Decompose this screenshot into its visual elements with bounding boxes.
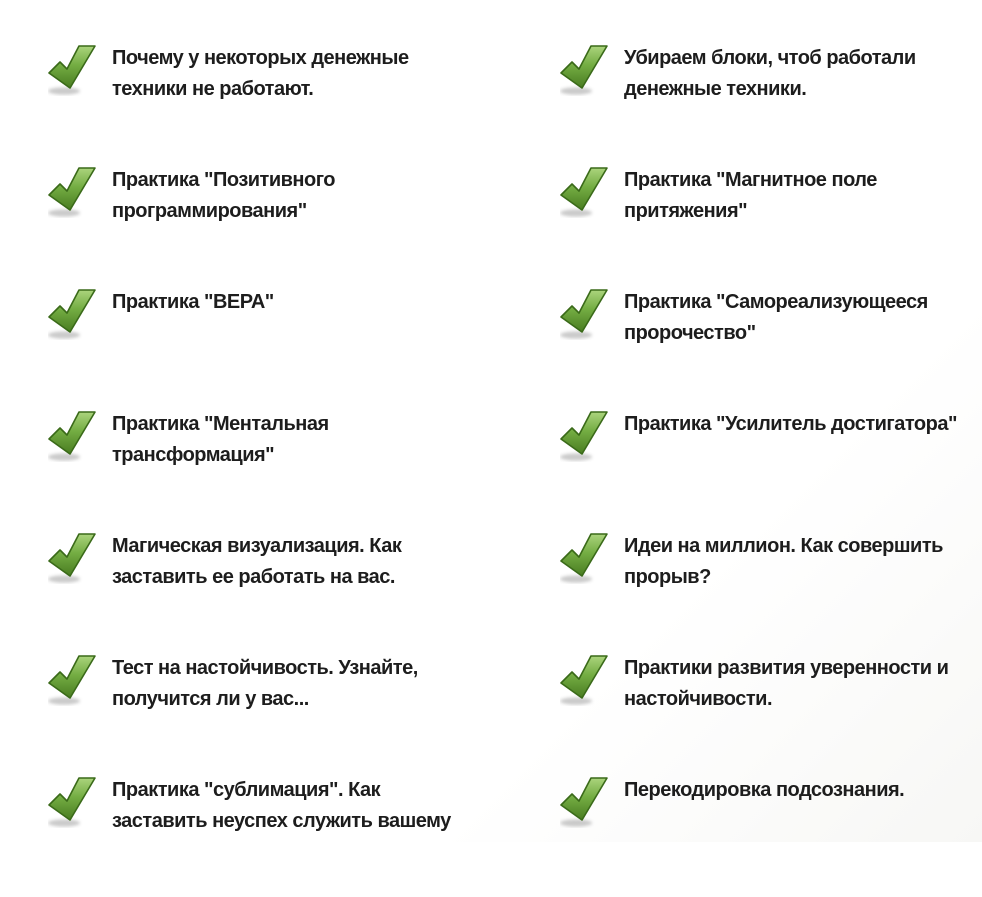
- list-item: Перекодировка подсознания.: [560, 775, 982, 897]
- list-item-line: заставить ее работать на вас.: [112, 566, 395, 588]
- checkmark-icon: [560, 776, 610, 828]
- list-item-text: Убираем блоки, чтоб работали денежные те…: [624, 43, 916, 105]
- list-item-line: техники не работают.: [112, 78, 314, 100]
- list-item: Практика "Самореализующееся пророчество": [560, 287, 982, 409]
- list-item-text: Почему у некоторых денежные техники не р…: [112, 43, 409, 105]
- list-item: Практика "Усилитель достигатора": [560, 409, 982, 531]
- list-item: Тест на настойчивость. Узнайте, получитс…: [48, 653, 560, 775]
- checkmark-icon: [560, 166, 610, 218]
- list-item-text: Практика "Ментальная трансформация": [112, 409, 329, 471]
- checkmark-icon: [560, 532, 610, 584]
- list-item-text: Практика "ВЕРА": [112, 287, 274, 318]
- list-item-line: Тест на настойчивость. Узнайте,: [112, 657, 418, 679]
- list-item-line: Практика "Магнитное поле: [624, 169, 877, 191]
- list-item: Практика "ВЕРА": [48, 287, 560, 409]
- list-item-line: Убираем блоки, чтоб работали: [624, 47, 916, 69]
- list-item: Практики развития уверенности и настойчи…: [560, 653, 982, 775]
- list-item-line: программирования": [112, 200, 307, 222]
- list-item-line: Практика "сублимация". Как: [112, 779, 381, 801]
- page: { "page": { "background": "#ffffff", "te…: [0, 0, 982, 842]
- list-item-line: Идеи на миллион. Как совершить: [624, 535, 943, 557]
- list-item: Магическая визуализация. Как заставить е…: [48, 531, 560, 653]
- list-item-text: Идеи на миллион. Как совершить прорыв?: [624, 531, 943, 593]
- list-item: Почему у некоторых денежные техники не р…: [48, 43, 560, 165]
- checkmark-icon: [48, 44, 98, 96]
- list-item: Практика "сублимация". Как заставить неу…: [48, 775, 560, 897]
- list-item: Практика "Ментальная трансформация": [48, 409, 560, 531]
- list-item-text: Практика "Усилитель достигатора": [624, 409, 957, 440]
- list-item-line: Практика "Усилитель достигатора": [624, 413, 957, 435]
- list-item-text: Перекодировка подсознания.: [624, 775, 905, 806]
- checkmark-icon: [48, 776, 98, 828]
- list-item-text: Практика "Самореализующееся пророчество": [624, 287, 928, 349]
- checklist-column-right: Убираем блоки, чтоб работали денежные те…: [560, 43, 982, 897]
- checkmark-icon: [48, 654, 98, 706]
- list-item-line: Практики развития уверенности и: [624, 657, 949, 679]
- list-item-line: Практика "Позитивного: [112, 169, 336, 191]
- list-item-line: Магическая визуализация. Как: [112, 535, 402, 557]
- checkmark-icon: [560, 44, 610, 96]
- list-item-text: Практика "Позитивного программирования": [112, 165, 336, 227]
- list-item-line: Практика "Ментальная: [112, 413, 329, 435]
- list-item-line: Почему у некоторых денежные: [112, 47, 409, 69]
- checkmark-icon: [560, 654, 610, 706]
- list-item-line: получится ли у вас...: [112, 688, 309, 710]
- list-item-line: прорыв?: [624, 566, 711, 588]
- checkmark-icon: [48, 166, 98, 218]
- list-item-line: заставить неуспех служить вашему: [112, 810, 451, 832]
- list-item-text: Тест на настойчивость. Узнайте, получитс…: [112, 653, 418, 715]
- list-item-text: Магическая визуализация. Как заставить е…: [112, 531, 402, 593]
- list-item: Практика "Позитивного программирования": [48, 165, 560, 287]
- list-item-text: Практики развития уверенности и настойчи…: [624, 653, 949, 715]
- list-item: Идеи на миллион. Как совершить прорыв?: [560, 531, 982, 653]
- list-item-text: Практика "Магнитное поле притяжения": [624, 165, 877, 227]
- list-item-line: трансформация": [112, 444, 275, 466]
- list-item-line: Практика "ВЕРА": [112, 291, 274, 313]
- list-item-line: настойчивости.: [624, 688, 773, 710]
- list-item: Практика "Магнитное поле притяжения": [560, 165, 982, 287]
- list-item-line: пророчество": [624, 322, 756, 344]
- list-item-line: притяжения": [624, 200, 748, 222]
- list-item: Убираем блоки, чтоб работали денежные те…: [560, 43, 982, 165]
- checkmark-icon: [48, 532, 98, 584]
- checkmark-icon: [48, 288, 98, 340]
- list-item-line: Перекодировка подсознания.: [624, 779, 905, 801]
- checkmark-icon: [48, 410, 98, 462]
- list-item-line: Практика "Самореализующееся: [624, 291, 928, 313]
- checkmark-icon: [560, 410, 610, 462]
- checkmark-icon: [560, 288, 610, 340]
- list-item-text: Практика "сублимация". Как заставить неу…: [112, 775, 451, 837]
- list-item-line: денежные техники.: [624, 78, 807, 100]
- checklist-column-left: Почему у некоторых денежные техники не р…: [48, 43, 560, 897]
